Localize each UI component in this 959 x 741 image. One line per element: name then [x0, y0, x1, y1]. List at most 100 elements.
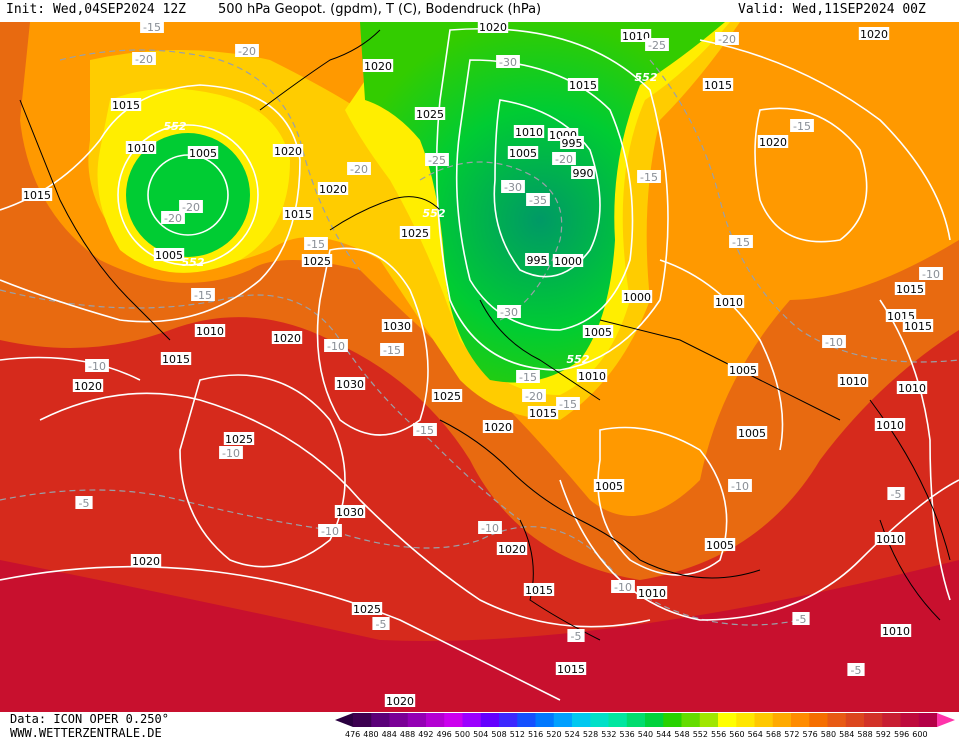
legend-cell: [553, 713, 573, 727]
legend-tick-label: 572: [784, 730, 800, 739]
pressure-label-bg: [527, 406, 559, 419]
pressure-label: 1010: [839, 375, 867, 388]
pressure-label: 995: [562, 137, 583, 150]
legend-cell: [754, 713, 774, 727]
pressure-label: 1020: [860, 28, 888, 41]
pressure-label: 1005: [584, 326, 612, 339]
pressure-label-bg: [727, 363, 759, 376]
pressure-label: 1015: [896, 283, 924, 296]
pressure-label: 1005: [155, 249, 183, 262]
pressure-label: 1020: [319, 183, 347, 196]
pressure-label: 1005: [706, 539, 734, 552]
legend-cell: [809, 713, 828, 727]
legend-arrow-left: [335, 713, 353, 727]
legend-tick-label: 492: [418, 730, 434, 739]
temperature-label-bg: [847, 663, 865, 676]
pressure-label-bg: [72, 379, 104, 392]
temperature-label-bg: [478, 521, 502, 534]
temperature-label-bg: [792, 612, 810, 625]
website-label: WWW.WETTERZENTRALE.DE: [10, 726, 162, 740]
pressure-label: 1025: [225, 433, 253, 446]
temperature-label: -20: [555, 153, 573, 166]
temperature-isotherms: [0, 49, 959, 626]
temperature-label-bg: [501, 180, 525, 193]
legend-cell: [645, 713, 664, 727]
pressure-label: 1020: [479, 22, 507, 34]
temperature-label: -15: [383, 344, 401, 357]
pressure-label-bg: [334, 377, 366, 390]
pressure-label-bg: [507, 146, 539, 159]
legend-cell: [882, 713, 901, 727]
pressure-label: 1020: [74, 380, 102, 393]
temperature-label-bg: [372, 617, 390, 630]
pressure-label-bg: [272, 144, 304, 157]
pressure-label: 1015: [569, 79, 597, 92]
init-time-label: Init: Wed,04SEP2024 12Z: [6, 2, 187, 17]
temperature-label: -25: [648, 39, 666, 52]
pressure-label-bg: [160, 352, 192, 365]
legend-cell: [699, 713, 719, 727]
pressure-label-bg: [194, 324, 226, 337]
temperature-label: -15: [732, 236, 750, 249]
pressure-label: 1010: [578, 370, 606, 383]
temperature-label: -10: [327, 340, 345, 353]
legend-cell: [444, 713, 463, 727]
temperature-label-bg: [380, 343, 404, 356]
legend-tick-label: 524: [564, 730, 580, 739]
pressure-label: 1025: [416, 108, 444, 121]
pressure-label-bg: [384, 694, 416, 707]
temperature-label: -5: [891, 488, 902, 501]
pressure-label-bg: [757, 135, 789, 148]
legend-tick-label: 560: [729, 730, 745, 739]
legend-tick-label: 512: [509, 730, 525, 739]
legend-cell: [864, 713, 883, 727]
temperature-label-bg: [496, 55, 520, 68]
pressure-label: 1010: [898, 382, 926, 395]
pressure-label: 1030: [336, 378, 364, 391]
color-legend-bar: [335, 713, 955, 727]
legend-tick-label: 528: [582, 730, 599, 739]
pressure-label: 1020: [364, 60, 392, 73]
legend-cell: [791, 713, 810, 727]
legend-tick-label: 496: [436, 730, 452, 739]
pressure-label: 1010: [622, 30, 650, 43]
legend-tick-label: 548: [674, 730, 690, 739]
pressure-label-bg: [896, 381, 928, 394]
pressure-label-bg: [582, 325, 614, 338]
temperature-label-bg: [645, 38, 669, 51]
geopotential-label: 552: [635, 71, 658, 84]
pressure-label-bg: [874, 532, 906, 545]
pressure-label-bg: [704, 538, 736, 551]
legend-tick-label: 480: [363, 730, 379, 739]
temperature-label-bg: [161, 211, 185, 224]
legend-tick-label: 484: [381, 730, 397, 739]
temperature-label-bg: [179, 200, 203, 213]
legend-tick-label: 552: [692, 730, 708, 739]
pressure-label-bg: [399, 226, 431, 239]
pressure-label-bg: [482, 420, 514, 433]
legend-tick-label: 488: [399, 730, 416, 739]
pressure-label: 1010: [127, 142, 155, 155]
legend-cell: [608, 713, 628, 727]
pressure-label: 1020: [498, 543, 526, 556]
temperature-label-bg: [235, 44, 259, 57]
pressure-label: 1005: [509, 147, 537, 160]
temperature-label-bg: [822, 335, 846, 348]
temperature-label-bg: [516, 370, 540, 383]
geopotential-label: 552: [164, 120, 187, 133]
pressure-label: 1010: [638, 587, 666, 600]
pressure-label: 1020: [274, 145, 302, 158]
temperature-label: -15: [194, 289, 212, 302]
temperature-label: -5: [796, 613, 807, 626]
legend-tick-label: 580: [820, 730, 837, 739]
legend-tick-label: 596: [894, 730, 910, 739]
pressure-label: 1000: [623, 291, 651, 304]
temperature-label: -15: [307, 238, 325, 251]
temperature-label: -20: [718, 33, 736, 46]
chart-footer: Data: ICON OPER 0.250° WWW.WETTERZENTRAL…: [0, 712, 959, 741]
pressure-label: 1015: [904, 320, 932, 333]
legend-cell: [517, 713, 536, 727]
temperature-label: -25: [428, 154, 446, 167]
temperature-label: -10: [825, 336, 843, 349]
legend-cell: [736, 713, 755, 727]
